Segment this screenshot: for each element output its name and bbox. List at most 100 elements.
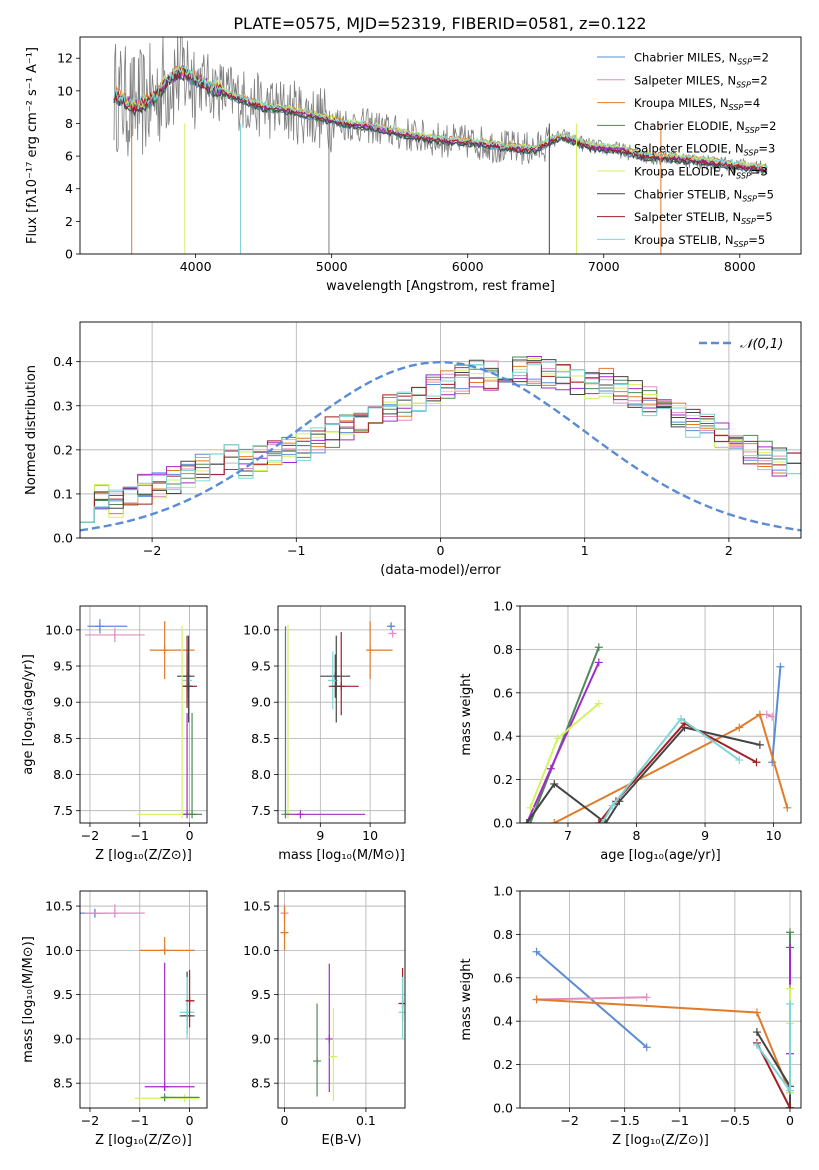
legend-count: =5 [748,233,765,247]
histogram-kroupa_stelib [80,361,801,538]
model-spectrum-chabrier_stelib [113,68,768,175]
x-axis-label: Z [log₁₀(Z/Z⊙)] [612,1133,709,1148]
y-tick-label: 7.5 [53,803,73,818]
plot-area [80,356,801,538]
weight-marker-chabrier_miles [642,1043,651,1052]
axes-frame [519,605,802,824]
weight-marker-kroupa_stelib [608,801,617,810]
point-marker-salpeter_stelib [185,996,194,1005]
x-tick-label: −1 [131,1113,149,1128]
y-tick-label: 8.5 [251,731,271,746]
age-vs-metallicity-panel: −2 −1 0 7.5 8.0 8.5 9.0 9.5 10.0 Z [log₁₀(Z/Z⊙)] a… [21,605,208,863]
y-tick-label: 0.3 [53,398,73,413]
point-marker-chabrier_stelib [184,682,193,691]
plot-area [80,904,200,1103]
axes-frame [79,605,208,824]
x-axis-label: E(B-V) [321,1133,361,1148]
x-tick-label: 0 [186,1113,194,1128]
y-tick-label: 8.5 [53,1076,73,1091]
weight-marker-salpeter_stelib [785,1104,794,1108]
y-tick-label: 9.5 [53,659,73,674]
model-spectrum-salpeter_stelib [113,65,768,172]
y-tick-label: 0.0 [493,1101,513,1116]
weight-marker-salpeter_stelib [594,819,603,823]
weight-marker-kroupa_miles [735,723,744,732]
x-axis-label: wavelength [Angstrom, rest frame] [326,279,555,294]
x-tick-label: 0 [281,1113,289,1128]
x-tick-label: −0.5 [720,1113,750,1128]
legend-count: =2 [751,73,768,87]
y-axis-label: Normed distribution [24,365,39,495]
plot-area [113,37,768,254]
y-axis-label: mass [log₁₀(M/M⊙)] [21,936,36,1063]
legend-count: =2 [752,51,769,65]
spectrum-legend: Chabrier MILES, NSSP=2 Salpeter MILES, NS… [597,51,776,249]
legend-subscript: SSP [737,58,752,67]
y-tick-label: 2 [65,214,73,229]
x-tick-label: 7000 [588,259,620,274]
point-marker-kroupa_miles [366,646,375,655]
axes-frame [277,605,406,824]
point-marker-salpeter_miles [388,629,397,638]
axes-frame [79,321,802,539]
weight-marker-kroupa_miles [550,819,559,823]
x-tick-label: 10 [766,828,782,843]
x-tick-label: 4000 [180,259,212,274]
legend-count: =4 [743,96,760,110]
y-tick-label: 0.8 [493,642,513,657]
weight-marker-salpeter_elodie [546,764,555,773]
x-tick-label: 9 [316,828,324,843]
weight-marker-kroupa_stelib [785,999,794,1008]
y-tick-label: 0.2 [493,1057,513,1072]
weight-marker-chabrier_miles [776,662,785,671]
y-tick-label: 9.0 [53,1031,73,1046]
x-tick-label: 10 [362,828,378,843]
y-axis-label: age [log₁₀(age/yr)] [21,654,36,775]
x-tick-label: −1.5 [610,1113,640,1128]
legend-count: =5 [756,210,773,224]
normal-reference-curve [80,360,801,532]
weight-line-salpeter_miles [536,996,647,1001]
point-marker-salpeter_miles [110,630,119,639]
legend-label: Salpeter STELIB, NSSP=5 [634,210,773,226]
y-tick-label: 10 [57,83,73,98]
legend-count: =2 [760,119,777,133]
x-tick-label: 1 [581,543,589,558]
point-marker-salpeter_elodie [296,810,305,819]
legend-count: =3 [751,165,768,179]
legend-subscript: SSP [745,126,760,135]
x-tick-label: −2 [81,1113,99,1128]
weight-marker-kroupa_stelib [785,1086,794,1095]
point-marker-kroupa_miles [280,928,289,937]
plot-area [522,643,792,823]
y-tick-label: 0.2 [493,772,513,787]
y-tick-label: 10.0 [45,622,73,637]
axes-frame [79,890,208,1109]
mass-vs-metallicity-panel: −2 −1 0 8.5 9.0 9.5 10.0 10.5 Z [log₁₀(Z/Z⊙)] mas… [21,890,208,1148]
weight-marker-kroupa_elodie [526,803,535,812]
y-tick-label: 4 [65,181,73,196]
weight-marker-salpeter_stelib [752,758,761,767]
point-marker-salpeter_elodie [325,1034,334,1043]
y-tick-label: 0.6 [493,685,513,700]
mass-vs-extinction-panel: 0 0.1 8.5 9.0 9.5 10.0 10.5 E(B-V) [243,890,406,1148]
weight-marker-kroupa_stelib [735,756,744,765]
legend-label: Kroupa ELODIE, NSSP=3 [634,165,768,181]
point-marker-chabrier_elodie [160,1093,169,1102]
point-marker-salpeter_miles [110,909,119,918]
y-tick-label: 9.5 [251,987,271,1002]
point-marker-kroupa_stelib [398,1008,405,1017]
spectrum-panel: 4000 5000 6000 7000 8000 0 2 4 6 8 10 12 wavelength … [25,36,802,294]
y-tick-label: 8.0 [251,767,271,782]
weight-marker-kroupa_elodie [594,699,603,708]
y-tick-label: 9.0 [251,695,271,710]
weight-marker-kroupa_elodie [785,984,794,993]
x-tick-label: −1 [131,828,149,843]
x-tick-label: 7 [564,828,572,843]
plot-area [84,619,203,819]
legend-subscript: SSP [742,194,757,203]
x-tick-label: 0 [786,1113,794,1128]
y-tick-label: 0.4 [493,1014,513,1029]
legend-label: Salpeter ELODIE, NSSP=3 [634,142,775,158]
